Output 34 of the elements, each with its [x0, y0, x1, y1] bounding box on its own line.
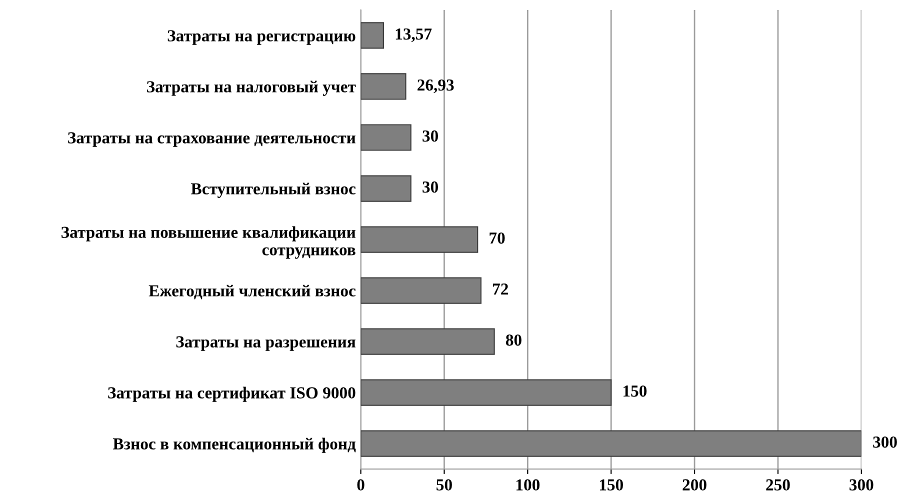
bar [360, 328, 495, 355]
data-label: 26,93 [418, 79, 454, 94]
data-label: 70 [490, 232, 505, 244]
data-label: 13,57 [396, 28, 432, 42]
x-tick-label: 50 [436, 479, 452, 491]
y-tick-label: Ежегодный членский взнос [148, 284, 356, 300]
y-tick-label: Вступительный взнос [191, 182, 356, 198]
bar [360, 430, 862, 457]
y-tick-label: Затраты на страхование деятельности [68, 132, 356, 147]
x-tick-label: 100 [516, 479, 540, 491]
x-tick-label: 200 [682, 479, 706, 491]
x-tick-label: 0 [357, 479, 364, 491]
x-tick-label: 300 [850, 479, 874, 491]
y-tick-label: Взнос в компенсационный фонд [113, 438, 356, 453]
y-tick-label: Затраты на налоговый учет [147, 80, 356, 96]
y-tick-label: Затраты на сертификат ISO 9000 [108, 386, 356, 402]
y-tick-label: Затраты на регистрацию [168, 30, 356, 45]
bar [360, 226, 478, 253]
data-label: 300 [873, 436, 897, 448]
bar [360, 175, 412, 202]
bar [360, 73, 406, 100]
data-label: 30 [422, 130, 438, 142]
bar [360, 379, 612, 406]
y-tick-label: Затраты на разрешения [176, 336, 356, 351]
x-tick-label: 150 [600, 479, 623, 491]
data-label: 150 [624, 385, 647, 397]
data-label: 72 [493, 284, 508, 295]
bar [360, 277, 482, 304]
bar [360, 124, 412, 151]
data-label: 30 [422, 181, 438, 193]
data-label: 80 [506, 334, 522, 346]
x-tick-label: 250 [766, 479, 790, 491]
y-tick-label: Затраты на повышение квалификации сотрудников [62, 226, 356, 259]
bar [360, 22, 384, 49]
